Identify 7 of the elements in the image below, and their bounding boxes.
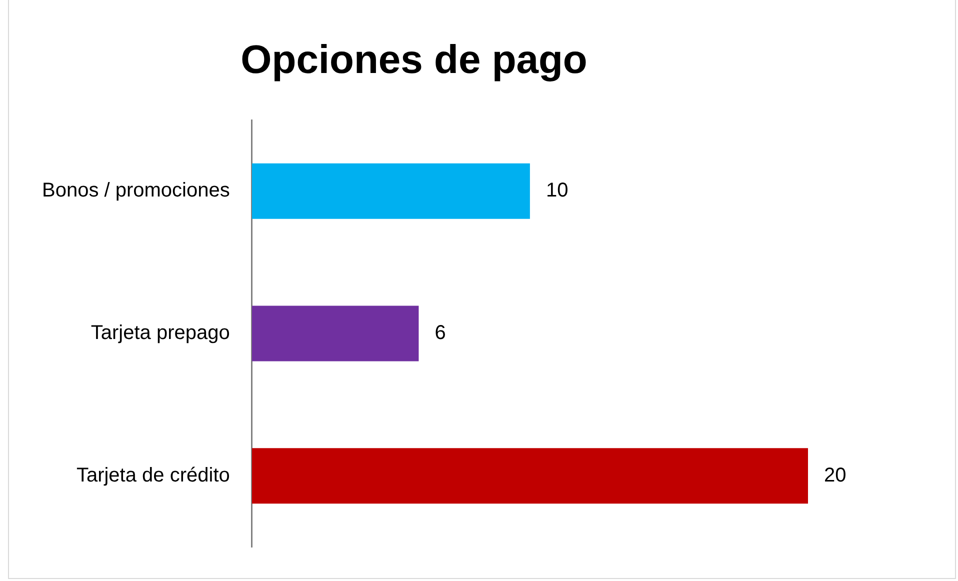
y-tick-label: Bonos / promociones	[42, 180, 230, 202]
y-tick-label: Tarjeta prepago	[90, 322, 230, 344]
y-tick-label: Tarjeta de crédito	[76, 464, 230, 486]
chart-title: Opciones de pago	[240, 38, 588, 82]
data-label: 10	[546, 180, 568, 202]
data-label: 6	[434, 322, 446, 344]
data-label: 20	[824, 464, 846, 486]
